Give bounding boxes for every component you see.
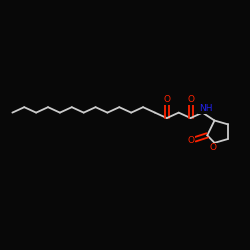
- Text: O: O: [187, 96, 194, 104]
- Text: NH: NH: [199, 104, 212, 113]
- Text: O: O: [209, 144, 216, 152]
- Text: O: O: [163, 96, 170, 104]
- Text: O: O: [187, 136, 194, 145]
